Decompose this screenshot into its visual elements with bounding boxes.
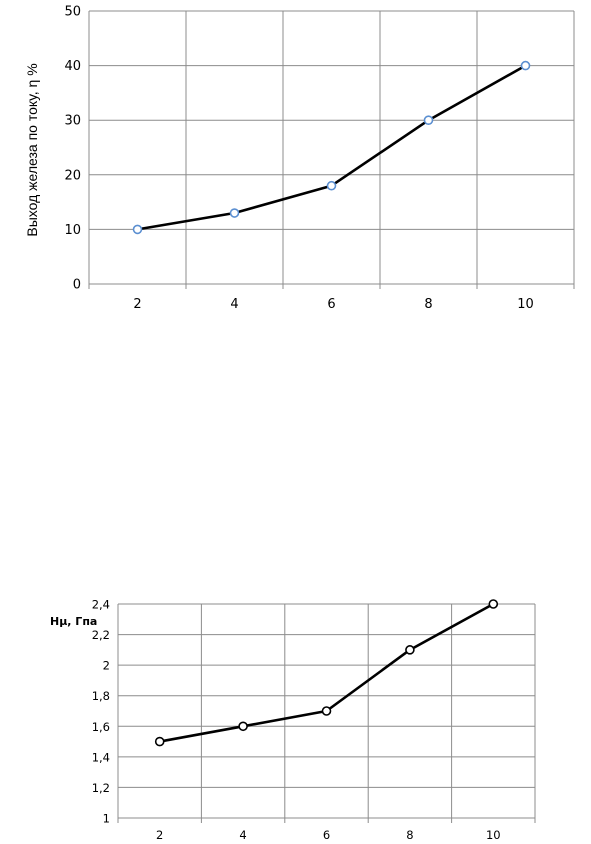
x-tick-label: 10: [517, 297, 534, 312]
data-point: [405, 645, 415, 655]
y-tick-label: 50: [64, 5, 81, 20]
data-point: [321, 706, 332, 716]
y-tick-label: 1,6: [92, 720, 110, 734]
microhardness-chart: 1 1,2 1,4 1,6 1,8 2 2,2 2,4 2 4 6 8 10 Hμ, Гпа: [50, 598, 536, 842]
x-tick-label: 2: [133, 297, 141, 312]
y-tick-label: 10: [64, 223, 81, 238]
y-tick-label: 30: [64, 114, 81, 129]
y-tick-label: 2,2: [92, 628, 110, 642]
x-tick-label: 6: [323, 828, 330, 842]
y-tick-label: 2,4: [92, 598, 110, 612]
y-tick-label: 1,8: [92, 689, 110, 703]
series-line: [159, 602, 494, 743]
data-point: [154, 736, 165, 747]
x-tick-label: 8: [406, 828, 413, 842]
plot-area-top: 0 10 20 30 40 50 2 4 6 8 10 Выход железа по току, η…: [24, 5, 575, 312]
y-axis-label: Выход железа по току, η %: [24, 63, 40, 236]
y-tick-label: 2: [103, 659, 110, 673]
y-tick-label: 0: [73, 278, 81, 293]
x-tick-label: 8: [424, 297, 432, 312]
y-tick-label: 1,4: [92, 750, 110, 764]
x-tick-label: 4: [239, 828, 246, 842]
data-point: [132, 224, 143, 235]
plot-area-bottom: 1 1,2 1,4 1,6 1,8 2 2,2 2,4 2 4 6 8 10 Hμ, Гпа: [50, 598, 536, 842]
y-tick-label: 1: [103, 812, 110, 826]
y-axis-label: Hμ, Гпа: [50, 615, 97, 628]
x-tick-label: 6: [327, 297, 335, 312]
iron-yield-chart: 0 10 20 30 40 50 2 4 6 8 10 Выход железа по току, η…: [24, 5, 575, 312]
data-point: [326, 180, 337, 191]
y-tick-label: 1,2: [92, 781, 110, 795]
x-tick-label: 4: [230, 297, 238, 312]
y-tick-label: 40: [64, 59, 81, 74]
data-point: [423, 115, 434, 125]
series-line: [137, 64, 527, 231]
x-tick-label: 2: [156, 828, 163, 842]
data-point: [238, 721, 248, 732]
y-tick-label: 20: [64, 168, 81, 183]
x-tick-label: 10: [486, 828, 501, 842]
data-point: [520, 60, 531, 71]
data-point: [229, 208, 240, 218]
data-point: [488, 599, 499, 609]
